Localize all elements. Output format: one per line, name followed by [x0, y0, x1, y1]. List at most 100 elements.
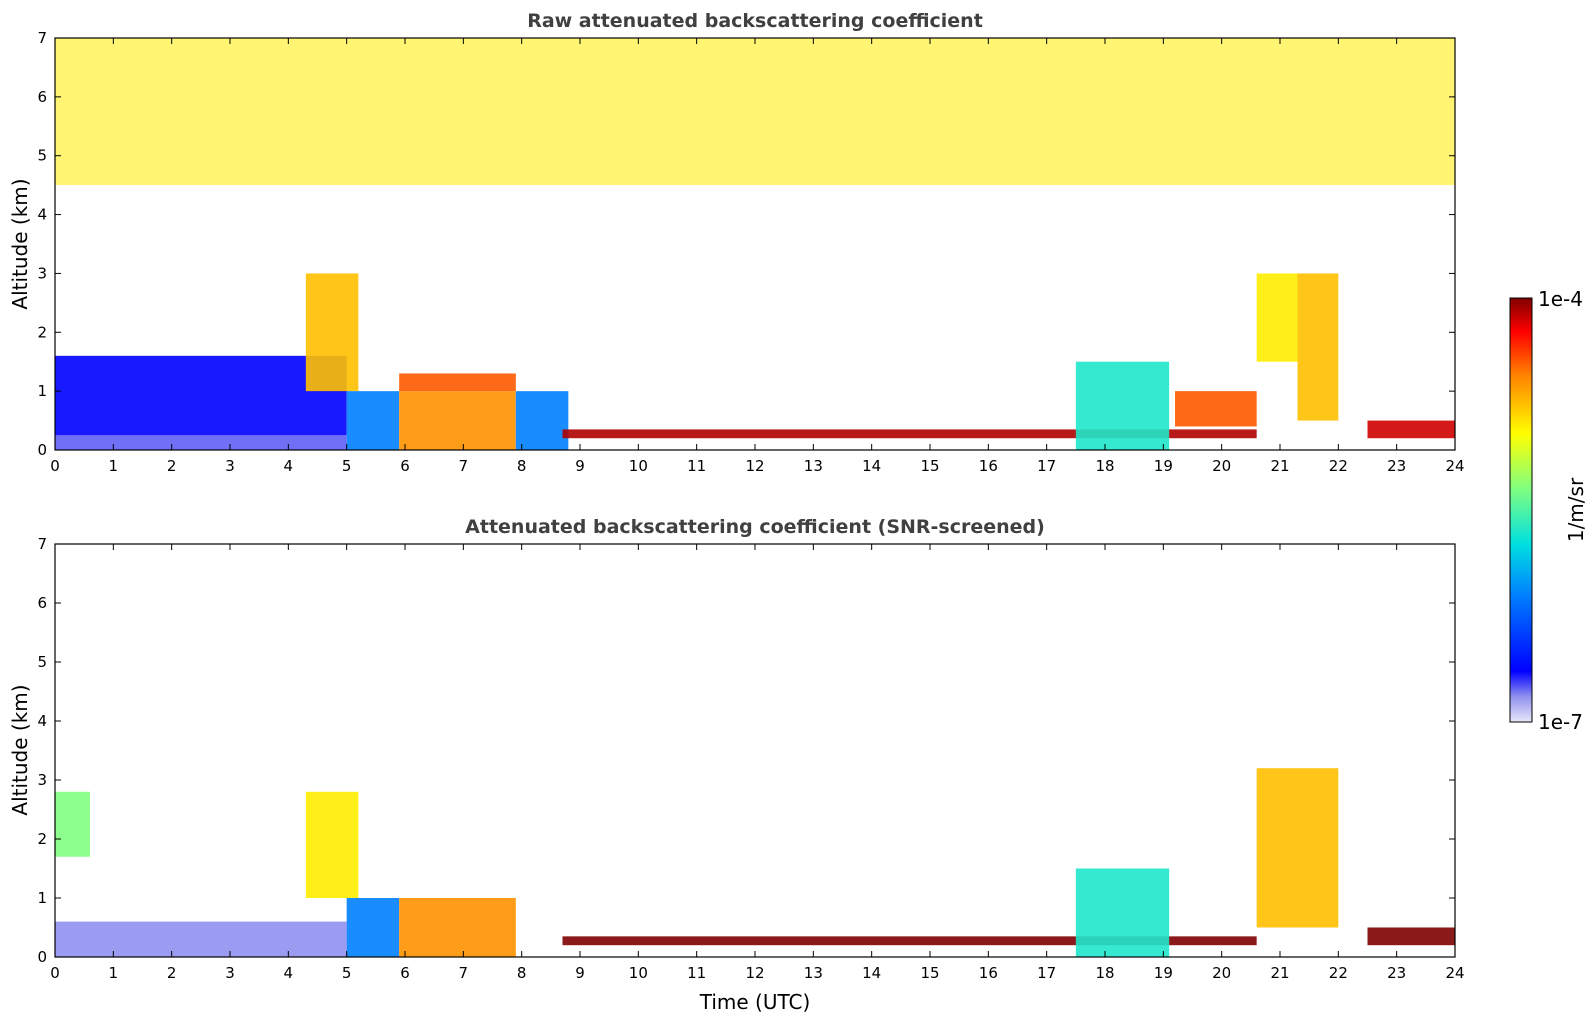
heatmap-cell: [305, 273, 359, 392]
heatmap-cell: [515, 391, 569, 450]
panel-title: Raw attenuated backscattering coefficien…: [527, 10, 983, 32]
x-tick-label: 12: [745, 457, 764, 475]
x-tick-label: 18: [1095, 964, 1114, 982]
y-tick-label: 2: [37, 830, 47, 848]
x-tick-label: 0: [50, 457, 60, 475]
y-tick-label: 3: [37, 771, 47, 789]
x-tick-label: 11: [687, 964, 706, 982]
x-tick-label: 7: [459, 457, 469, 475]
x-tick-label: 21: [1270, 964, 1289, 982]
y-tick-label: 7: [37, 29, 47, 47]
y-tick-label: 5: [37, 653, 47, 671]
x-tick-label: 19: [1154, 964, 1173, 982]
x-tick-label: 13: [804, 457, 823, 475]
x-axis: 0 1 2 3 4 5 6 7 8 9 10 11 12 13 14 15 16 17 18 19 20 21 22 23 24: [50, 544, 1465, 982]
x-tick-label: 22: [1329, 457, 1348, 475]
heatmap-cell: [1367, 927, 1455, 946]
heatmap-cell: [1075, 361, 1170, 450]
x-tick-label: 15: [920, 457, 939, 475]
x-tick-label: 1: [109, 964, 119, 982]
y-axis-label: Altitude (km): [8, 684, 32, 815]
x-tick-label: 9: [575, 964, 585, 982]
x-tick-label: 22: [1329, 964, 1348, 982]
x-tick-label: 2: [167, 457, 177, 475]
x-tick-label: 14: [862, 964, 881, 982]
x-tick-label: 16: [979, 964, 998, 982]
y-tick-label: 6: [37, 594, 47, 612]
y-tick-label: 1: [37, 382, 47, 400]
x-axis-label: Time (UTC): [699, 990, 811, 1014]
heatmap-cell: [1256, 768, 1339, 928]
panel-title: Attenuated backscattering coefficient (S…: [465, 516, 1045, 538]
y-axis-label: Altitude (km): [8, 178, 32, 309]
x-tick-label: 18: [1095, 457, 1114, 475]
x-tick-label: 21: [1270, 457, 1289, 475]
colorbar-units-label: 1/m/sr: [1564, 477, 1588, 542]
x-tick-label: 4: [284, 457, 294, 475]
heatmap-cell: [399, 391, 516, 450]
y-tick-label: 0: [37, 441, 47, 459]
x-tick-label: 14: [862, 457, 881, 475]
x-tick-label: 17: [1037, 964, 1056, 982]
y-axis: 0 1 2 3 4 5 6 7: [37, 535, 1455, 966]
heatmap-cell: [1367, 420, 1455, 439]
x-tick-label: 2: [167, 964, 177, 982]
colorbar-max-label: 1e-4: [1538, 287, 1583, 311]
heatmap-cell: [399, 898, 516, 957]
x-tick-label: 20: [1212, 964, 1231, 982]
y-tick-label: 4: [37, 712, 47, 730]
x-tick-label: 7: [459, 964, 469, 982]
colorbar: 1e-4 1e-7 1/m/sr: [1509, 287, 1588, 734]
x-axis: 0 1 2 3 4 5 6 7 8 9 10 11 12 13 14 15 16 17 18 19 20 21 22 23 24: [50, 38, 1465, 475]
y-tick-label: 5: [37, 147, 47, 165]
heatmap-cell: [1297, 273, 1339, 421]
x-tick-label: 5: [342, 964, 352, 982]
x-tick-label: 16: [979, 457, 998, 475]
x-tick-label: 9: [575, 457, 585, 475]
heatmap-cell: [1075, 868, 1170, 957]
heatmap-cell: [562, 429, 1257, 439]
x-tick-label: 24: [1445, 964, 1464, 982]
x-tick-label: 20: [1212, 457, 1231, 475]
x-tick-label: 0: [50, 964, 60, 982]
heatmap-cell: [55, 355, 347, 436]
heatmap-cell: [55, 435, 347, 450]
x-tick-label: 8: [517, 457, 527, 475]
heatmap-layer: [55, 768, 1455, 957]
x-tick-label: 19: [1154, 457, 1173, 475]
y-tick-label: 1: [37, 889, 47, 907]
snr-screened-panel: Attenuated backscattering coefficient (S…: [8, 516, 1465, 1014]
heatmap-cell: [305, 791, 359, 898]
x-tick-label: 6: [400, 964, 410, 982]
x-tick-label: 4: [284, 964, 294, 982]
raw-backscatter-panel: Raw attenuated backscattering coefficien…: [8, 10, 1465, 475]
x-tick-label: 24: [1445, 457, 1464, 475]
x-tick-label: 10: [629, 457, 648, 475]
heatmap-cell: [1175, 391, 1257, 427]
y-tick-label: 6: [37, 88, 47, 106]
plot-frame: [54, 543, 1456, 958]
x-tick-label: 6: [400, 457, 410, 475]
x-tick-label: 10: [629, 964, 648, 982]
x-tick-label: 5: [342, 457, 352, 475]
y-axis: 0 1 2 3 4 5 6 7: [37, 29, 1455, 459]
x-tick-label: 23: [1387, 964, 1406, 982]
x-tick-label: 23: [1387, 457, 1406, 475]
y-tick-label: 3: [37, 264, 47, 282]
y-tick-label: 7: [37, 535, 47, 553]
y-tick-label: 4: [37, 206, 47, 224]
heatmap-cell: [55, 791, 90, 857]
y-tick-label: 2: [37, 323, 47, 341]
heatmap-cell: [1256, 273, 1298, 362]
x-tick-label: 3: [225, 964, 235, 982]
x-tick-label: 11: [687, 457, 706, 475]
x-tick-label: 1: [109, 457, 119, 475]
heatmap-layer: [55, 38, 1455, 450]
x-tick-label: 13: [804, 964, 823, 982]
heatmap-cell: [399, 373, 516, 392]
x-tick-label: 17: [1037, 457, 1056, 475]
heatmap-cell: [55, 38, 1455, 186]
x-tick-label: 8: [517, 964, 527, 982]
heatmap-cell: [346, 898, 400, 957]
